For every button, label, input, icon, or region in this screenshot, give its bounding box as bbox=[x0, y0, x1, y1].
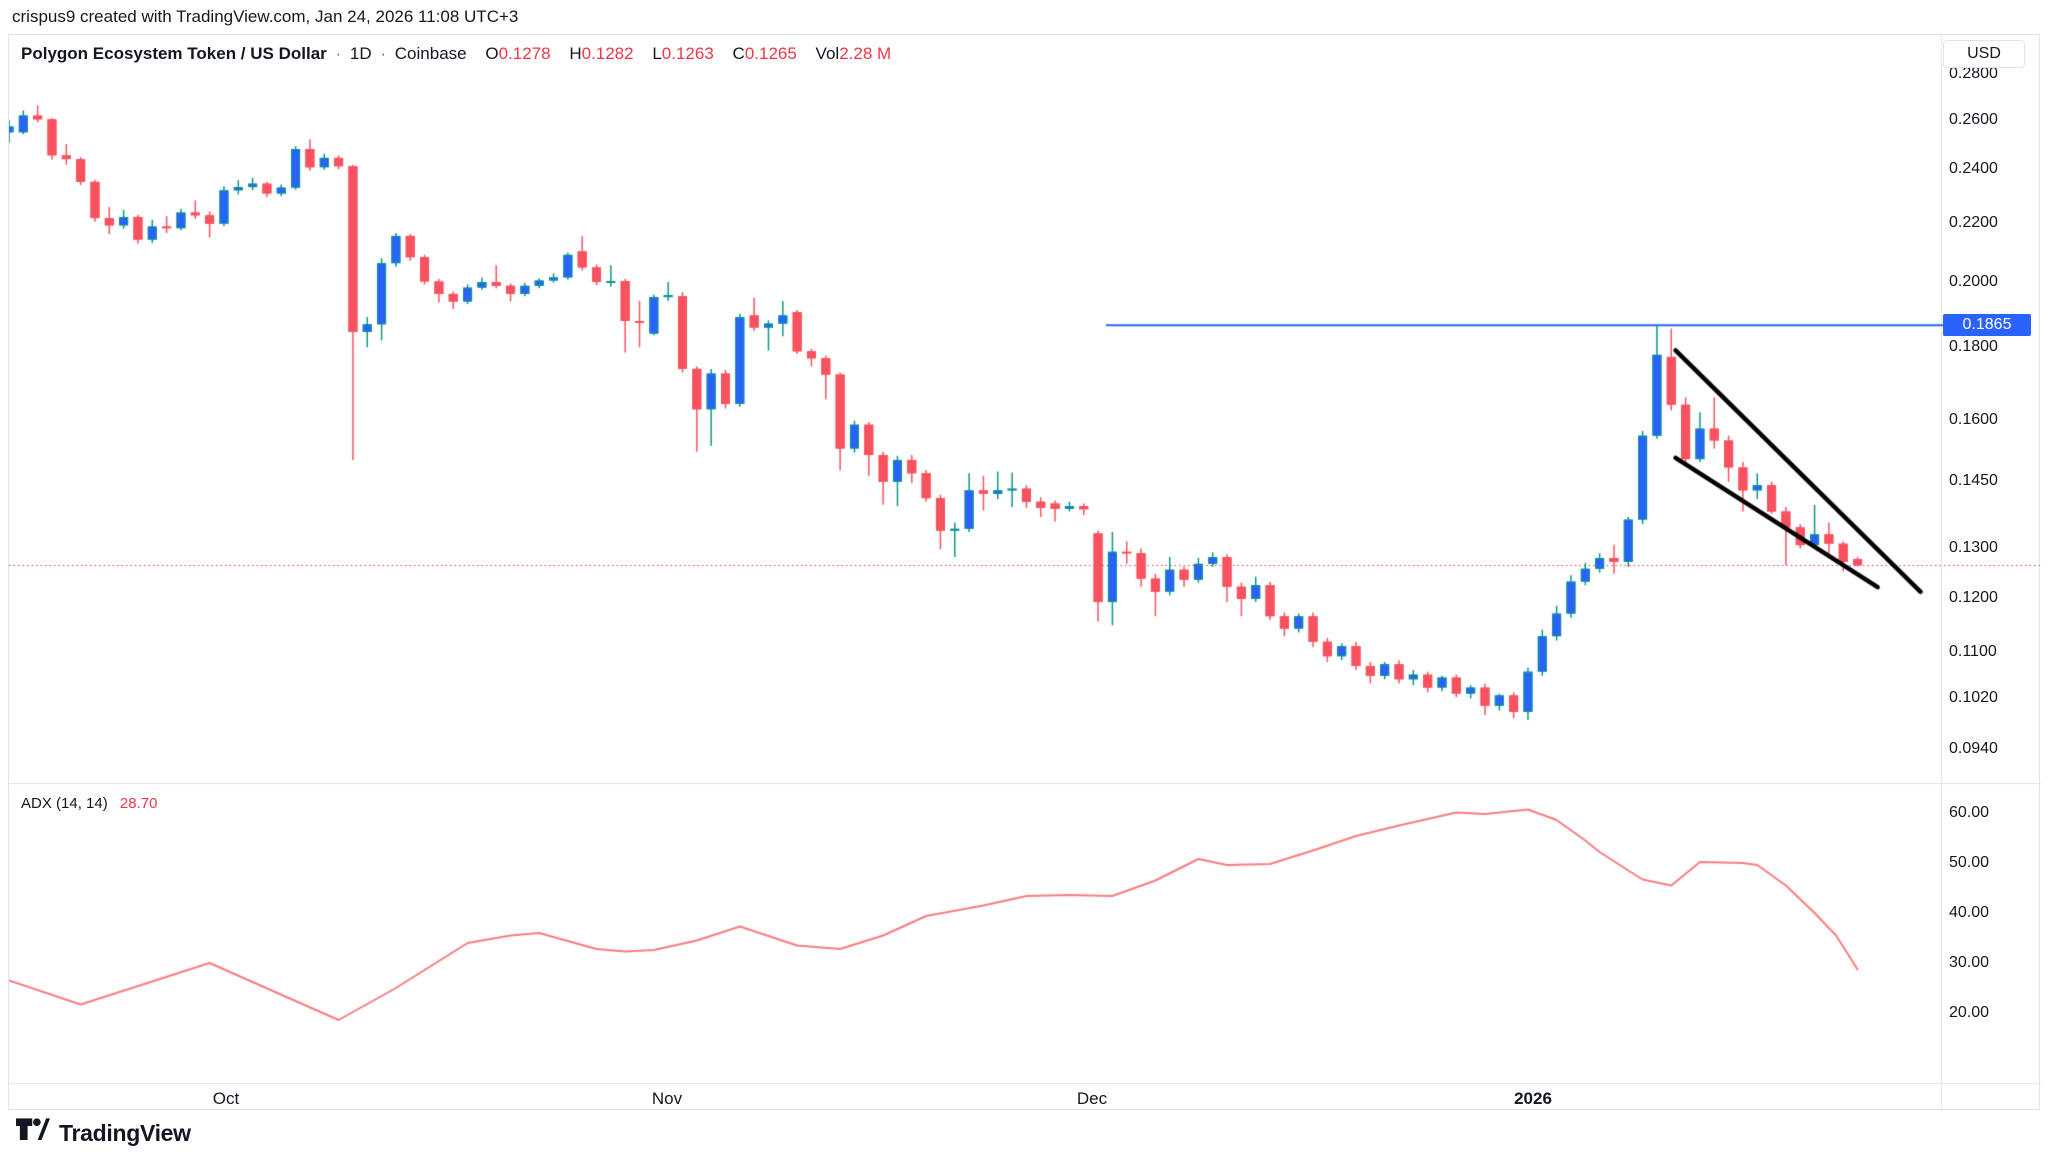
legend-separator: · bbox=[335, 44, 342, 63]
time-label-Nov: Nov bbox=[651, 1089, 683, 1108]
chart-canvas[interactable] bbox=[9, 35, 2041, 1111]
price-tick-0.2200: 0.2200 bbox=[1949, 214, 1998, 231]
close-prefix: C bbox=[732, 44, 745, 63]
price-tick-0.1020: 0.1020 bbox=[1949, 689, 1998, 706]
price-tick-0.1200: 0.1200 bbox=[1949, 589, 1998, 606]
price-tick-0.1450: 0.1450 bbox=[1949, 472, 1998, 489]
tradingview-logo[interactable]: TradingView bbox=[16, 1118, 191, 1148]
attribution-text: crispus9 created with TradingView.com, J… bbox=[12, 7, 519, 26]
tradingview-wordmark: TradingView bbox=[59, 1119, 191, 1146]
adx-title[interactable]: ADX (14, 14) bbox=[21, 795, 108, 812]
symbol-title[interactable]: Polygon Ecosystem Token / US Dollar bbox=[21, 44, 327, 63]
price-tick-0.2800: 0.2800 bbox=[1949, 65, 1998, 82]
chart-widget: Polygon Ecosystem Token / US Dollar · 1D… bbox=[8, 34, 2041, 1111]
high-prefix: H bbox=[569, 44, 582, 63]
price-tick-0.1100: 0.1100 bbox=[1949, 643, 1997, 660]
adx-tick-20.00: 20.00 bbox=[1949, 1004, 1990, 1021]
time-label-2026: 2026 bbox=[1514, 1089, 1552, 1108]
price-tick-0.1300: 0.1300 bbox=[1949, 539, 1998, 556]
volume-value: 2.28 M bbox=[839, 44, 892, 63]
price-tick-0.1800: 0.1800 bbox=[1949, 338, 1998, 355]
adx-tick-30.00: 30.00 bbox=[1949, 954, 1990, 971]
open-prefix: O bbox=[485, 44, 499, 63]
time-label-Oct: Oct bbox=[212, 1089, 240, 1108]
price-line-badge[interactable]: 0.1865 bbox=[1943, 314, 2031, 336]
price-tick-0.2400: 0.2400 bbox=[1949, 160, 1998, 177]
adx-indicator-legend[interactable]: ADX (14, 14) 28.70 bbox=[21, 795, 157, 812]
currency-selector[interactable]: USD bbox=[1943, 40, 2025, 68]
open-value: 0.1278 bbox=[498, 44, 551, 63]
price-tick-0.2600: 0.2600 bbox=[1949, 111, 1998, 128]
time-label-Dec: Dec bbox=[1076, 1089, 1108, 1108]
volume-prefix: Vol bbox=[815, 44, 840, 63]
interval-label[interactable]: 1D bbox=[349, 44, 372, 63]
adx-tick-40.00: 40.00 bbox=[1949, 904, 1990, 921]
adx-value: 28.70 bbox=[119, 795, 158, 812]
low-value: 0.1263 bbox=[661, 44, 714, 63]
exchange-label[interactable]: Coinbase bbox=[394, 44, 467, 63]
high-value: 0.1282 bbox=[581, 44, 634, 63]
close-value: 0.1265 bbox=[744, 44, 797, 63]
price-tick-0.1600: 0.1600 bbox=[1949, 411, 1998, 428]
price-tick-0.0940: 0.0940 bbox=[1949, 740, 1998, 757]
symbol-legend[interactable]: Polygon Ecosystem Token / US Dollar · 1D… bbox=[21, 44, 891, 64]
low-prefix: L bbox=[652, 44, 662, 63]
adx-tick-50.00: 50.00 bbox=[1949, 854, 1990, 871]
legend-separator: · bbox=[380, 44, 387, 63]
price-tick-0.2000: 0.2000 bbox=[1949, 273, 1998, 290]
adx-tick-60.00: 60.00 bbox=[1949, 804, 1990, 821]
tradingview-icon bbox=[16, 1118, 50, 1140]
